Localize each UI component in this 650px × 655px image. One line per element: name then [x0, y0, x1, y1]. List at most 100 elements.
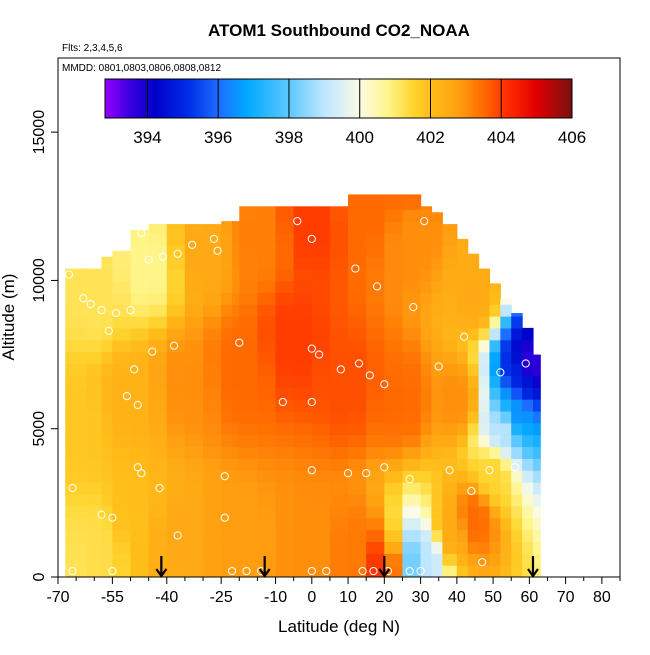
field-cell [130, 446, 150, 459]
field-cell [112, 339, 132, 353]
colorbar-tick-label: 394 [133, 128, 161, 147]
field-cell [232, 470, 240, 483]
field-cell [500, 298, 512, 305]
field-cell [293, 304, 313, 317]
field-cell [311, 446, 331, 459]
field-cell [184, 268, 204, 282]
field-cell [275, 470, 295, 483]
field-cell [293, 482, 313, 495]
field-cell [420, 446, 433, 459]
field-cell [420, 434, 433, 448]
field-cell [184, 232, 204, 246]
field-cell [148, 493, 168, 507]
field-cell [402, 505, 422, 519]
field-cell [221, 221, 233, 234]
field-cell [478, 505, 491, 519]
field-cell [311, 280, 331, 293]
field-cell [203, 541, 222, 554]
field-cell [456, 434, 469, 448]
field-cell [257, 553, 277, 566]
field-cell [329, 446, 349, 459]
sample-point [97, 305, 106, 315]
field-cell [366, 422, 385, 436]
field-cell [384, 517, 404, 531]
field-cell [348, 493, 367, 507]
field-cell [203, 363, 222, 376]
field-cell [431, 505, 443, 519]
field-cell [511, 565, 523, 577]
field-cell [489, 327, 501, 341]
field-cell [101, 458, 113, 471]
field-cell [500, 505, 512, 519]
field-cell [431, 339, 443, 353]
field-cell [402, 232, 422, 246]
field-cell [522, 399, 534, 412]
field-cell [184, 327, 204, 341]
field-cell [384, 304, 404, 317]
field-cell [442, 553, 458, 566]
field-cell [478, 304, 491, 317]
field-cell [112, 482, 132, 495]
field-cell [275, 375, 295, 388]
field-cell [442, 244, 458, 258]
field-cell [384, 351, 404, 365]
sample-point [478, 558, 487, 567]
field-cell [101, 339, 113, 353]
field-cell [65, 410, 88, 424]
field-cell [442, 304, 458, 317]
field-cell [442, 232, 458, 246]
field-cell [239, 410, 259, 424]
field-cell [275, 517, 295, 531]
field-cell [239, 458, 259, 471]
field-cell [456, 339, 469, 353]
field-cell [87, 565, 103, 577]
field-cell [257, 446, 277, 459]
field-cell [148, 434, 168, 448]
field-cell [239, 292, 259, 305]
field-cell [442, 529, 458, 543]
sample-point [137, 228, 146, 238]
field-cell [166, 517, 186, 531]
y-axis: 0 5000 10000 15000 [31, 110, 58, 581]
field-cell [87, 553, 103, 566]
field-cell [348, 565, 367, 577]
field-cell [65, 529, 88, 543]
field-cell [431, 458, 443, 471]
field-cell [184, 363, 204, 376]
field-cell [366, 399, 385, 412]
field-cell [456, 280, 469, 293]
field-cell [478, 351, 491, 365]
field-cell [366, 256, 385, 270]
field-cell [112, 505, 132, 519]
field-cell [184, 256, 204, 270]
field-cell [184, 458, 204, 471]
field-cell [420, 505, 433, 519]
field-cell [348, 387, 367, 400]
field-cell [148, 363, 168, 376]
field-cell [293, 206, 313, 210]
field-cell [232, 280, 240, 293]
field-cell [221, 565, 233, 577]
field-cell [456, 517, 469, 531]
x-tick-label: 10 [339, 589, 357, 606]
field-cell [130, 292, 150, 305]
field-cell [478, 446, 491, 459]
field-cell [467, 529, 480, 543]
field-cell [442, 375, 458, 388]
field-cell [467, 422, 480, 436]
field-cell [442, 387, 458, 400]
field-cell [221, 387, 233, 400]
field-cell [166, 482, 186, 495]
field-cell [478, 292, 491, 305]
field-cell [511, 313, 523, 317]
field-cell [221, 280, 233, 293]
field-cell [511, 553, 523, 566]
field-cell [293, 375, 313, 388]
field-cell [456, 399, 469, 412]
field-cell [311, 232, 331, 246]
field-cell [311, 375, 331, 388]
field-cell [130, 230, 150, 234]
x-tick-label: 80 [593, 589, 611, 606]
field-cell [456, 292, 469, 305]
field-cell [511, 505, 523, 519]
